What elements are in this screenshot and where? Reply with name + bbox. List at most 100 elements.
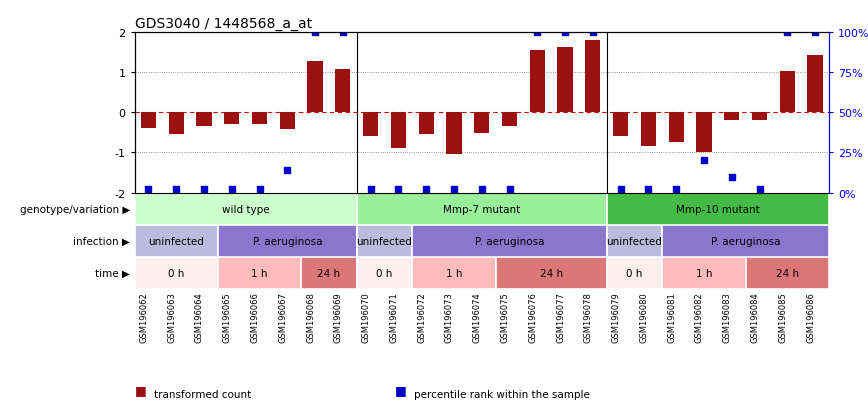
Bar <box>613 113 628 137</box>
Text: GSM196071: GSM196071 <box>390 291 398 342</box>
Point <box>225 187 239 193</box>
Bar <box>412 257 496 289</box>
Text: 24 h: 24 h <box>540 268 562 278</box>
Text: GSM196077: GSM196077 <box>556 291 565 342</box>
Text: P. aeruginosa: P. aeruginosa <box>475 236 544 246</box>
Bar <box>135 225 218 257</box>
Bar <box>696 113 712 153</box>
Bar <box>446 113 462 155</box>
Text: genotype/variation ▶: genotype/variation ▶ <box>20 204 130 214</box>
Point <box>141 187 155 193</box>
Text: uninfected: uninfected <box>148 236 204 246</box>
Bar <box>357 193 607 225</box>
Point <box>725 174 739 180</box>
Point <box>780 30 794 36</box>
Text: GSM196063: GSM196063 <box>168 291 176 342</box>
Point <box>364 187 378 193</box>
Text: transformed count: transformed count <box>154 389 251 399</box>
Text: infection ▶: infection ▶ <box>73 236 130 246</box>
Text: 1 h: 1 h <box>445 268 463 278</box>
Text: uninfected: uninfected <box>357 236 412 246</box>
Text: GSM196062: GSM196062 <box>140 291 148 342</box>
Text: GSM196066: GSM196066 <box>251 291 260 342</box>
Text: 24 h: 24 h <box>318 268 340 278</box>
Bar <box>357 257 412 289</box>
Bar <box>779 72 795 113</box>
Bar <box>529 51 545 113</box>
Bar <box>662 225 829 257</box>
Bar <box>301 257 357 289</box>
Bar <box>218 225 357 257</box>
Text: GSM196064: GSM196064 <box>195 291 204 342</box>
Bar <box>218 257 301 289</box>
Bar <box>307 62 323 113</box>
Bar <box>363 113 378 137</box>
Text: GSM196084: GSM196084 <box>751 291 760 342</box>
Point <box>697 158 711 164</box>
Text: GSM196069: GSM196069 <box>334 291 343 342</box>
Point <box>753 187 766 193</box>
Point <box>558 30 572 36</box>
Text: GSM196067: GSM196067 <box>279 291 287 342</box>
Point <box>808 30 822 36</box>
Bar <box>607 257 662 289</box>
Text: GSM196072: GSM196072 <box>418 291 426 342</box>
Text: Mmp-10 mutant: Mmp-10 mutant <box>676 204 760 214</box>
Bar <box>224 113 240 124</box>
Text: 0 h: 0 h <box>168 268 184 278</box>
Text: uninfected: uninfected <box>607 236 662 246</box>
Text: 1 h: 1 h <box>695 268 713 278</box>
Point <box>475 187 489 193</box>
Point <box>308 30 322 36</box>
Text: GSM196080: GSM196080 <box>640 291 648 342</box>
Bar <box>641 113 656 147</box>
Point <box>169 187 183 193</box>
Point <box>530 30 544 36</box>
Text: time ▶: time ▶ <box>95 268 130 278</box>
Point <box>197 187 211 193</box>
Text: GSM196068: GSM196068 <box>306 291 315 342</box>
Text: wild type: wild type <box>222 204 269 214</box>
Text: GSM196078: GSM196078 <box>584 291 593 342</box>
Text: 24 h: 24 h <box>776 268 799 278</box>
Bar <box>607 193 829 225</box>
Point <box>253 187 266 193</box>
Text: GSM196081: GSM196081 <box>667 291 676 342</box>
Text: GSM196073: GSM196073 <box>445 291 454 342</box>
Bar <box>502 113 517 127</box>
Bar <box>135 193 357 225</box>
Bar <box>168 113 184 135</box>
Text: GSM196085: GSM196085 <box>779 291 787 342</box>
Point <box>669 187 683 193</box>
Bar <box>391 113 406 149</box>
Bar <box>252 113 267 125</box>
Point <box>641 187 655 193</box>
Text: 0 h: 0 h <box>627 268 642 278</box>
Bar <box>496 257 607 289</box>
Text: GSM196070: GSM196070 <box>362 291 371 342</box>
Text: GSM196075: GSM196075 <box>501 291 510 342</box>
Text: GSM196082: GSM196082 <box>695 291 704 342</box>
Point <box>391 187 405 193</box>
Point <box>419 187 433 193</box>
Point <box>336 30 350 36</box>
Text: GSM196065: GSM196065 <box>223 291 232 342</box>
Text: GSM196074: GSM196074 <box>473 291 482 342</box>
Point <box>614 187 628 193</box>
Text: ■: ■ <box>135 384 147 396</box>
Bar <box>585 41 601 113</box>
Bar <box>752 113 767 120</box>
Bar <box>279 113 295 130</box>
Text: GDS3040 / 1448568_a_at: GDS3040 / 1448568_a_at <box>135 17 312 31</box>
Text: P. aeruginosa: P. aeruginosa <box>711 236 780 246</box>
Bar <box>196 113 212 127</box>
Text: GSM196076: GSM196076 <box>529 291 537 342</box>
Bar <box>357 225 412 257</box>
Point <box>586 30 600 36</box>
Text: P. aeruginosa: P. aeruginosa <box>253 236 322 246</box>
Text: 1 h: 1 h <box>251 268 268 278</box>
Text: GSM196079: GSM196079 <box>612 291 621 342</box>
Bar <box>662 257 746 289</box>
Text: GSM196086: GSM196086 <box>806 291 815 342</box>
Bar <box>668 113 684 143</box>
